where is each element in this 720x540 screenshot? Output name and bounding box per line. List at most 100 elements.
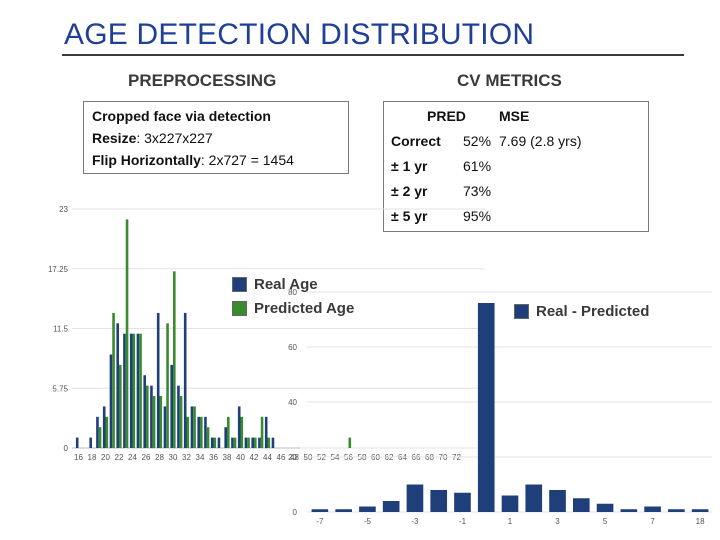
diff-x-tick-label: -5 (364, 517, 372, 526)
legend-diff-label: Real - Predicted (536, 303, 650, 320)
predicted-age-bar (146, 385, 149, 448)
real-age-bar (123, 333, 126, 448)
title-divider (62, 54, 684, 56)
diff-bar (430, 490, 448, 512)
predicted-age-bar (267, 437, 271, 448)
real-age-bar (116, 323, 119, 448)
age-x-tick-label: 22 (115, 453, 124, 462)
real-age-bar (258, 437, 261, 448)
diff-bar (311, 509, 329, 512)
cv-row-mse: 7.69 (2.8 yrs) (499, 133, 582, 149)
preprocessing-heading: PREPROCESSING (128, 71, 277, 90)
real-age-bar (210, 437, 214, 448)
diff-y-tick-label: 20 (288, 453, 297, 462)
real-age-bar (143, 375, 146, 448)
real-age-bar (224, 427, 227, 448)
diff-x-tick-label: 1 (508, 517, 513, 526)
real-age-bar (89, 437, 92, 448)
flip-value: : 2x727 = 1454 (200, 152, 294, 168)
predicted-age-bar (348, 437, 352, 448)
predicted-age-bar (260, 416, 264, 448)
diff-x-tick-label: -7 (316, 517, 324, 526)
cv-row-label: ± 2 yr (391, 183, 428, 199)
age-x-tick-label: 38 (223, 453, 232, 462)
predicted-age-bar (200, 416, 203, 448)
real-age-bar (183, 312, 187, 448)
diff-bar (335, 509, 352, 512)
legend-real-label: Real Age (254, 276, 318, 293)
diff-x-tick-label: -3 (411, 517, 419, 526)
cv-row-pred: 52% (463, 133, 492, 149)
age-x-tick-label: 40 (236, 453, 245, 462)
real-age-bar (244, 437, 248, 448)
age-y-tick-label: 23 (59, 205, 68, 214)
age-x-tick-label: 30 (169, 453, 178, 462)
age-y-tick-label: 17.25 (48, 265, 69, 274)
real-age-bar (156, 312, 160, 448)
preprocessing-line-resize: Resize: 3x227x227 (92, 130, 213, 146)
legend-diff-swatch (514, 304, 529, 319)
real-age-bar (75, 437, 79, 448)
legend-predicted-age: Predicted Age (232, 300, 354, 317)
diff-bar (620, 509, 638, 512)
real-age-bar (129, 333, 133, 448)
predicted-age-bar (240, 416, 244, 448)
predicted-age-bar (193, 406, 196, 448)
predicted-age-bar (254, 437, 257, 448)
real-age-bar (177, 385, 180, 448)
predicted-age-bar (98, 427, 102, 448)
diff-x-tick-label: 3 (555, 517, 560, 526)
cv-row-label: ± 5 yr (391, 208, 428, 224)
age-x-tick-label: 48 (290, 453, 299, 462)
predicted-age-bar (105, 416, 109, 448)
cv-row-label: Correct (391, 133, 441, 149)
age-x-tick-label: 34 (196, 453, 205, 462)
diff-y-tick-label: 60 (288, 343, 297, 352)
predicted-age-bar (173, 271, 176, 448)
cv-col-mse: MSE (499, 108, 530, 124)
age-x-tick-label: 28 (155, 453, 164, 462)
age-x-tick-label: 24 (128, 453, 137, 462)
predicted-age-bar (179, 396, 183, 448)
real-age-bar (170, 364, 173, 448)
real-age-bar (102, 406, 106, 448)
real-age-bar (197, 416, 200, 448)
age-y-tick-label: 5.75 (52, 384, 68, 393)
real-age-bar (150, 385, 153, 448)
legend-real-minus-predicted: Real - Predicted (514, 303, 649, 320)
age-x-tick-label: 18 (88, 453, 97, 462)
real-age-bar (237, 406, 241, 448)
age-y-tick-label: 0 (64, 444, 69, 453)
diff-x-tick-label: -1 (459, 517, 467, 526)
preprocessing-box: Cropped face via detection Resize: 3x227… (83, 101, 349, 174)
diff-bar (454, 492, 471, 512)
legend-predicted-swatch (232, 301, 247, 316)
cv-row-label: ± 1 yr (391, 158, 428, 174)
cv-row-pred: 73% (463, 183, 492, 199)
diff-x-tick-label: 7 (650, 517, 655, 526)
predicted-age-bar (166, 323, 169, 448)
predicted-age-bar (186, 416, 190, 448)
real-age-bar (217, 437, 221, 448)
age-x-tick-label: 16 (74, 453, 83, 462)
diff-bar (644, 506, 661, 512)
resize-label: Resize (92, 130, 137, 146)
predicted-age-bar (247, 437, 250, 448)
cv-metrics-table: PRED MSE Correct 52% 7.69 (2.8 yrs) ± 1 … (383, 101, 649, 232)
predicted-age-bar (233, 437, 237, 448)
predicted-age-bar (112, 312, 115, 448)
cv-row-pred: 95% (463, 208, 492, 224)
age-y-tick-label: 11.5 (53, 325, 69, 334)
slide-title: AGE DETECTION DISTRIBUTION (64, 18, 535, 51)
diff-bar (549, 490, 566, 512)
real-age-bar (231, 437, 234, 448)
age-x-tick-label: 44 (263, 453, 272, 462)
flip-label: Flip Horizontally (92, 152, 201, 168)
age-x-tick-label: 20 (101, 453, 110, 462)
diff-bar (596, 503, 614, 512)
cv-row-pred: 61% (463, 158, 492, 174)
diff-bar (572, 498, 590, 512)
legend-predicted-label: Predicted Age (254, 300, 355, 317)
preprocessing-line-crop: Cropped face via detection (92, 108, 271, 124)
